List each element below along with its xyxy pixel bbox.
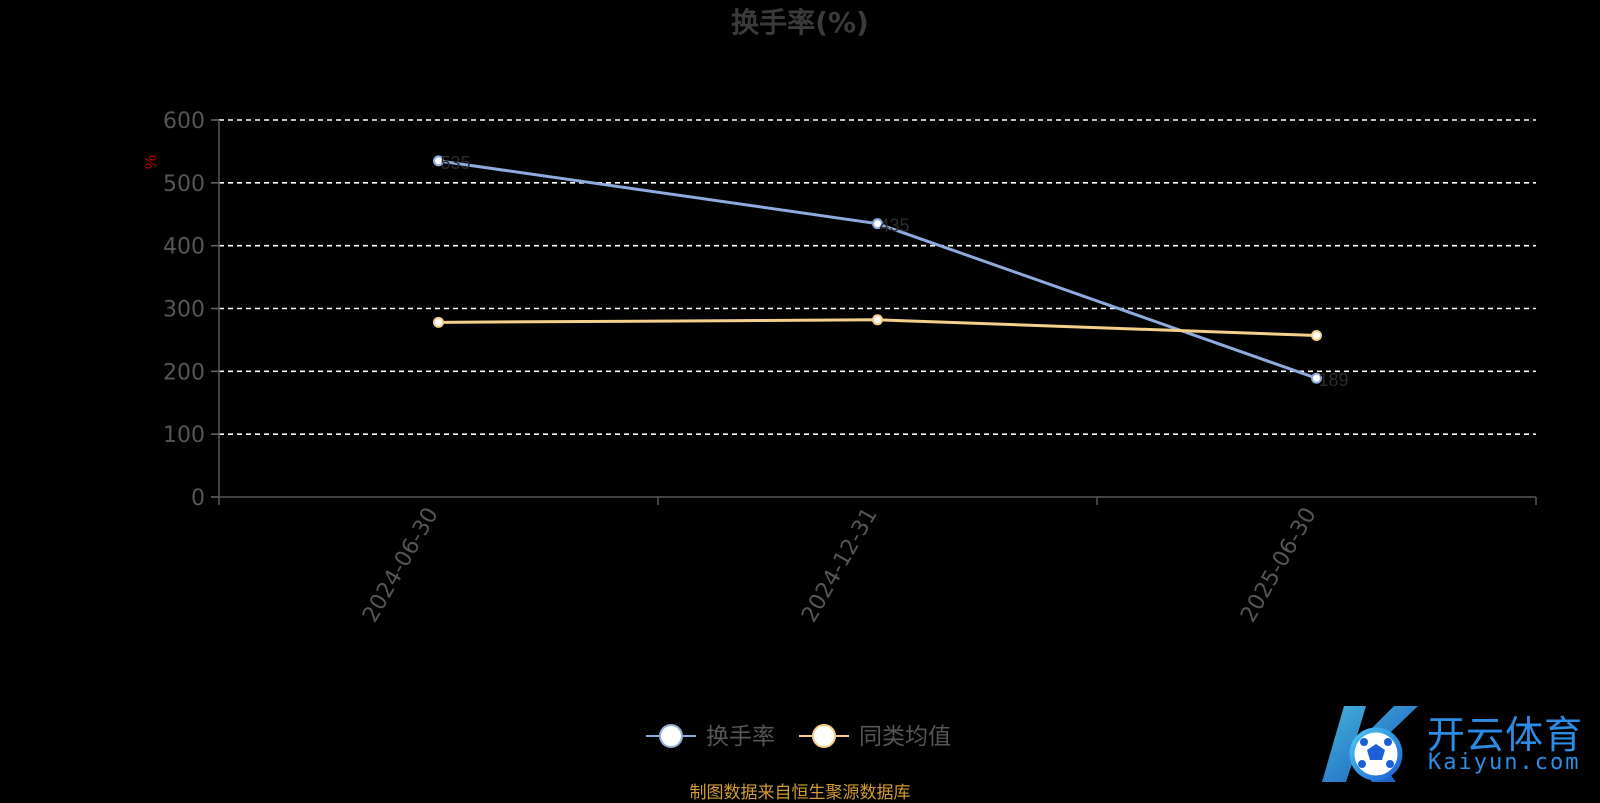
legend-item-0[interactable]: 换手率 xyxy=(646,724,775,750)
data-labels: 535 435 189 xyxy=(441,153,1349,390)
legend-marker xyxy=(659,724,683,748)
y-tick-label: 400 xyxy=(163,235,205,260)
legend-label: 换手率 xyxy=(706,724,775,750)
y-tick-label: 500 xyxy=(163,172,205,197)
logo-domain-text: Kaiyun.com xyxy=(1428,750,1581,775)
data-points xyxy=(433,155,1322,384)
data-label: 535 xyxy=(441,153,471,173)
data-source-note: 制图数据来自恒生聚源数据库 xyxy=(689,783,911,803)
data-point[interactable] xyxy=(1311,330,1322,342)
x-tick-labels: 2024-06-30 2024-12-31 2025-06-30 xyxy=(358,504,1322,627)
chart-title: 换手率(%) xyxy=(731,6,869,39)
y-tick-label: 100 xyxy=(163,423,205,448)
y-tick-labels: 0 100 200 300 400 500 600 xyxy=(163,109,205,511)
data-point[interactable] xyxy=(433,155,444,167)
series-line-0 xyxy=(438,159,1317,380)
y-tick-label: 0 xyxy=(191,486,205,511)
x-tick-label: 2024-06-30 xyxy=(358,504,444,627)
legend-item-1[interactable]: 同类均值 xyxy=(799,724,951,750)
data-point[interactable] xyxy=(872,314,883,326)
grid-lines xyxy=(211,119,1536,498)
kaiyun-logo-icon xyxy=(1322,706,1418,782)
y-tick-label: 200 xyxy=(163,360,205,385)
axes xyxy=(218,120,1537,505)
y-axis-unit-label: % xyxy=(143,155,160,169)
data-point[interactable] xyxy=(433,316,444,328)
legend-marker xyxy=(812,724,836,748)
logo-chinese-text: 开云体育 xyxy=(1427,713,1584,757)
data-point[interactable] xyxy=(1311,372,1322,384)
legend[interactable]: 换手率 同类均值 xyxy=(646,724,951,750)
legend-label: 同类均值 xyxy=(859,724,951,750)
data-label: 189 xyxy=(1319,370,1349,390)
y-tick-label: 600 xyxy=(163,109,205,134)
brand-logo: 开云体育 Kaiyun.com xyxy=(1310,698,1590,788)
x-tick-label: 2025-06-30 xyxy=(1236,504,1322,627)
data-label: 435 xyxy=(880,216,910,236)
x-tick-label: 2024-12-31 xyxy=(797,504,883,627)
data-point[interactable] xyxy=(872,218,883,230)
y-tick-label: 300 xyxy=(163,298,205,323)
series-lines xyxy=(438,159,1317,380)
